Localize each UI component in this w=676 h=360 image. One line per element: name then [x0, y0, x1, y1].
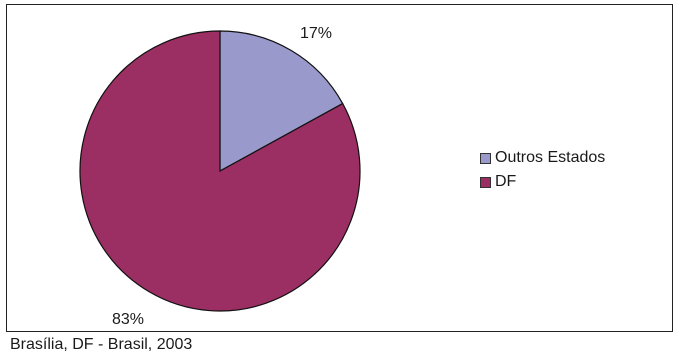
- pie-slice-df: [79, 30, 361, 312]
- data-label-df: 83%: [112, 311, 144, 328]
- legend-label: DF: [495, 173, 517, 190]
- data-label-outros-estados: 17%: [300, 25, 332, 42]
- legend-item-outros-estados: Outros Estados: [480, 146, 605, 170]
- pie-data-labels: 17% 83%: [112, 25, 332, 328]
- pie-slice-outros-estados: [219, 30, 344, 173]
- figure-caption: Brasília, DF - Brasil, 2003: [10, 336, 193, 353]
- legend-item-df: DF: [480, 170, 605, 194]
- legend-swatch: [480, 176, 491, 188]
- legend-swatch: [480, 152, 491, 164]
- legend-label: Outros Estados: [495, 149, 606, 166]
- pie-slices: [79, 30, 361, 312]
- chart-legend: Outros Estados DF: [480, 146, 605, 194]
